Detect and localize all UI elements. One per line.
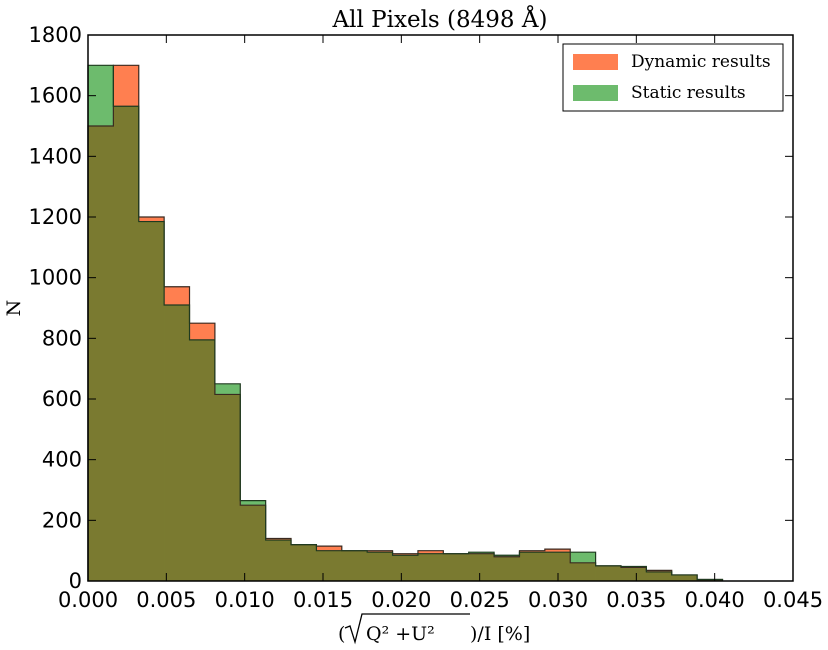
legend-label-dynamic: Dynamic results [631,52,771,72]
y-axis-ticks: 0 200 400 600 800 1000 1200 1400 1600 1800 [29,23,793,593]
bar-overlap [214,394,241,581]
y-tick-label: 1400 [29,144,82,168]
bar-overlap [138,221,165,582]
bar-overlap [316,550,343,581]
legend-swatch-static [573,85,618,101]
y-tick-label: 1800 [29,23,82,47]
y-tick-label: 1600 [29,84,82,108]
bar-overlap [392,555,419,581]
bar-overlap [341,550,368,581]
bar-overlap [570,562,596,581]
x-tick-label: 0.025 [450,588,510,612]
chart-title: All Pixels (8498 Å) [332,5,548,33]
bar-overlap [417,553,444,581]
y-tick-label: 800 [42,326,82,350]
bar-overlap [595,565,622,581]
y-tick-label: 400 [42,448,82,472]
bar-overlap [189,339,216,581]
bar-overlap [646,571,673,581]
bar-overlap [164,304,190,581]
bar-overlap [291,544,317,581]
radical-sign-icon [344,613,470,645]
bar-overlap [494,556,520,581]
bar-overlap [519,552,546,581]
bar-overlap [697,579,723,581]
x-label-open-paren: ( [338,623,345,645]
x-label-close: )/I [%] [470,623,530,645]
overlap-region [88,106,723,582]
bar-overlap [367,552,393,581]
legend-swatch-dynamic [573,54,618,70]
x-tick-label: 0.040 [685,588,745,612]
y-axis-label: N [3,300,25,317]
x-tick-label: 0.035 [606,588,666,612]
bar-overlap [240,505,266,581]
legend: Dynamic results Static results [562,43,784,112]
bar-overlap [88,126,114,581]
bar-overlap [468,553,495,581]
x-tick-label: 0.015 [293,588,353,612]
dynamic-step-outline [87,64,724,581]
x-label-radicand: Q² +U² [366,623,435,645]
y-tick-label: 1000 [29,266,82,290]
x-tick-label: 0.000 [58,588,118,612]
y-tick-label: 1200 [29,205,82,229]
x-tick-label: 0.005 [136,588,196,612]
x-tick-label: 0.010 [215,588,275,612]
step-line-static [87,64,724,581]
x-tick-label: 0.045 [763,588,823,612]
y-tick-label: 600 [42,387,82,411]
legend-label-static: Static results [631,83,746,103]
bar-overlap [620,567,647,581]
x-tick-label: 0.020 [371,588,431,612]
y-tick-label: 200 [42,508,82,532]
x-axis-label: ( Q² +U² )/I [%] [338,613,530,645]
bar-overlap [671,574,698,581]
bar-overlap [113,106,140,582]
bar-overlap [443,553,469,581]
x-axis-ticks: 0.000 0.005 0.010 0.015 0.020 0.025 0.030 0.035… [58,35,823,612]
x-tick-label: 0.030 [528,588,588,612]
plot-frame [87,34,794,582]
static-step-outline [87,64,724,581]
bar-overlap [265,540,292,581]
y-tick-label: 0 [69,569,82,593]
step-line-dynamic [87,64,724,581]
